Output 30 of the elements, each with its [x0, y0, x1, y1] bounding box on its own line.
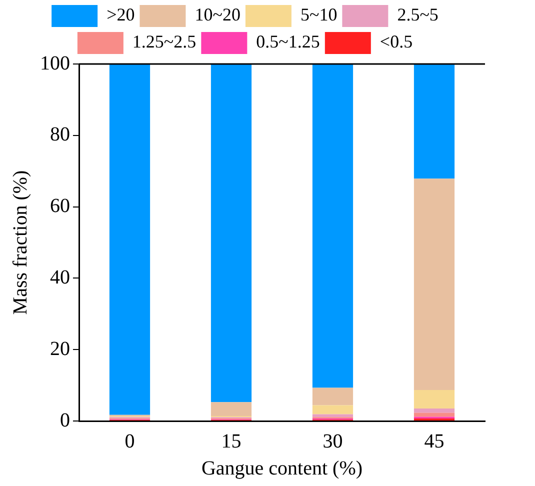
y-tick-label: 60 — [50, 195, 70, 218]
bar — [109, 64, 150, 415]
x-axis-title: Gangue content (%) — [201, 457, 363, 480]
x-tick-label: 30 — [322, 430, 343, 452]
legend-label: 0.5~1.25 — [256, 32, 320, 52]
bar — [414, 408, 455, 413]
bar — [312, 414, 354, 418]
bar — [414, 178, 455, 390]
bar — [414, 64, 455, 179]
y-axis-title: Mass fraction (%) — [9, 170, 32, 315]
y-tick-label: 20 — [50, 338, 70, 360]
y-tick-label: 100 — [40, 52, 70, 74]
y-tick-label: 40 — [50, 266, 70, 288]
legend-label: >20 — [106, 4, 135, 25]
legend-label: 5~10 — [300, 4, 338, 25]
bar — [210, 64, 252, 402]
x-tick-label: 45 — [424, 430, 444, 452]
bar — [312, 64, 354, 388]
x-tick-label: 0 — [124, 430, 135, 452]
bar — [414, 390, 455, 409]
x-tick-label: 15 — [221, 430, 242, 452]
legend-label: 1.25~2.5 — [132, 32, 196, 52]
bar — [312, 405, 354, 414]
bar — [312, 388, 354, 406]
y-tick-label: 80 — [50, 124, 70, 146]
legend-label: 10~20 — [194, 4, 240, 25]
bar — [210, 402, 252, 416]
y-tick-label: 0 — [60, 409, 70, 432]
legend-label: <0.5 — [380, 32, 413, 52]
legend-label: 2.5~5 — [397, 4, 438, 25]
